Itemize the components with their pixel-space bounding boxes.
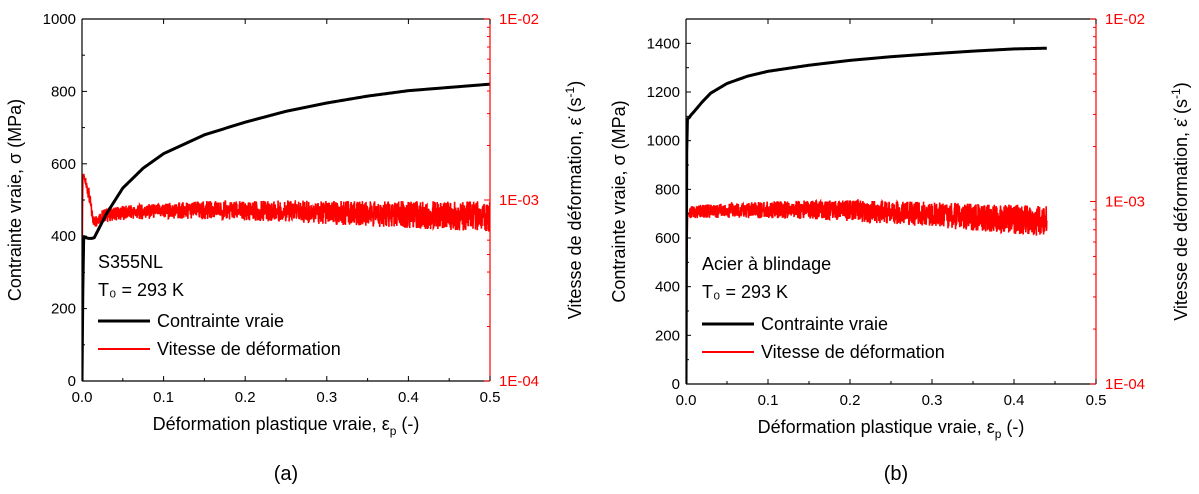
y-axis-left-title: Contrainte vraie, σ (MPa) bbox=[609, 100, 629, 302]
y-tick-label: 1200 bbox=[647, 84, 680, 101]
right-tick-label: 1E-03 bbox=[499, 192, 539, 209]
right-tick-label: 1E-04 bbox=[1105, 376, 1145, 393]
chart-panel-b: 0.0 0.1 0.2 0.3 0.4 0.5 0 200 400 600 800 1000 1200 1… bbox=[609, 11, 1191, 485]
y-tick-label: 200 bbox=[51, 301, 76, 318]
y-tick-label: 800 bbox=[655, 181, 680, 198]
right-tick-label: 1E-04 bbox=[499, 373, 539, 390]
chart-panel-a: 0.0 0.1 0.2 0.3 0.4 0.5 0 200 400 600 800 1000 1E-04… bbox=[5, 11, 585, 485]
x-tick-label: 0.4 bbox=[398, 389, 419, 406]
x-tick-label: 0.3 bbox=[316, 389, 337, 406]
x-tick-label: 0.2 bbox=[840, 392, 861, 409]
stress-series-line bbox=[82, 82, 490, 381]
x-tick-label: 0.5 bbox=[480, 389, 501, 406]
rate-series-line bbox=[82, 173, 490, 381]
x-tick-label: 0.5 bbox=[1086, 392, 1107, 409]
x-tick-label: 0.3 bbox=[922, 392, 943, 409]
y-axis-right-title: Vitesse de déformation, ε̇ (s-1) bbox=[1169, 82, 1191, 320]
x-axis-title: Déformation plastique vraie, εp (-) bbox=[758, 417, 1025, 441]
panel-caption: (b) bbox=[884, 463, 908, 485]
annotation-text: T₀ = 293 K bbox=[98, 280, 184, 300]
y-tick-label: 600 bbox=[655, 230, 680, 247]
y-axis-right-title: Vitesse de déformation, ε̇ (s-1) bbox=[563, 81, 585, 319]
x-axis-title: Déformation plastique vraie, εp (-) bbox=[153, 414, 420, 438]
y-tick-label: 0 bbox=[68, 373, 76, 390]
annotation-text: Acier à blindage bbox=[702, 254, 831, 274]
x-tick-label: 0.2 bbox=[235, 389, 256, 406]
y-tick-label: 400 bbox=[655, 279, 680, 296]
y-tick-label: 0 bbox=[672, 376, 680, 393]
y-tick-label: 400 bbox=[51, 228, 76, 245]
y-tick-label: 1400 bbox=[647, 35, 680, 52]
y-tick-label: 200 bbox=[655, 327, 680, 344]
right-tick-label: 1E-02 bbox=[499, 11, 539, 28]
right-tick-label: 1E-03 bbox=[1105, 194, 1145, 211]
y-tick-label: 1000 bbox=[43, 11, 76, 28]
annotation-text: S355NL bbox=[98, 252, 163, 272]
y-tick-label: 600 bbox=[51, 156, 76, 173]
y-tick-label: 800 bbox=[51, 83, 76, 100]
stress-series-line bbox=[686, 46, 1047, 384]
legend-label: Vitesse de déformation bbox=[761, 342, 945, 362]
x-tick-label: 0.1 bbox=[153, 389, 174, 406]
x-tick-label: 0.1 bbox=[758, 392, 779, 409]
right-tick-label: 1E-02 bbox=[1105, 11, 1145, 28]
legend-label: Contrainte vraie bbox=[157, 311, 284, 331]
x-tick-label: 0.0 bbox=[676, 392, 697, 409]
y-tick-label: 1000 bbox=[647, 133, 680, 150]
annotation-text: T₀ = 293 K bbox=[702, 282, 788, 302]
panel-caption: (a) bbox=[274, 463, 298, 485]
legend-label: Vitesse de déformation bbox=[157, 339, 341, 359]
x-tick-label: 0.0 bbox=[72, 389, 93, 406]
legend-label: Contrainte vraie bbox=[761, 314, 888, 334]
y-axis-left-title: Contrainte vraie, σ (MPa) bbox=[5, 99, 25, 301]
rate-series-line bbox=[686, 198, 1048, 370]
x-tick-label: 0.4 bbox=[1004, 392, 1025, 409]
